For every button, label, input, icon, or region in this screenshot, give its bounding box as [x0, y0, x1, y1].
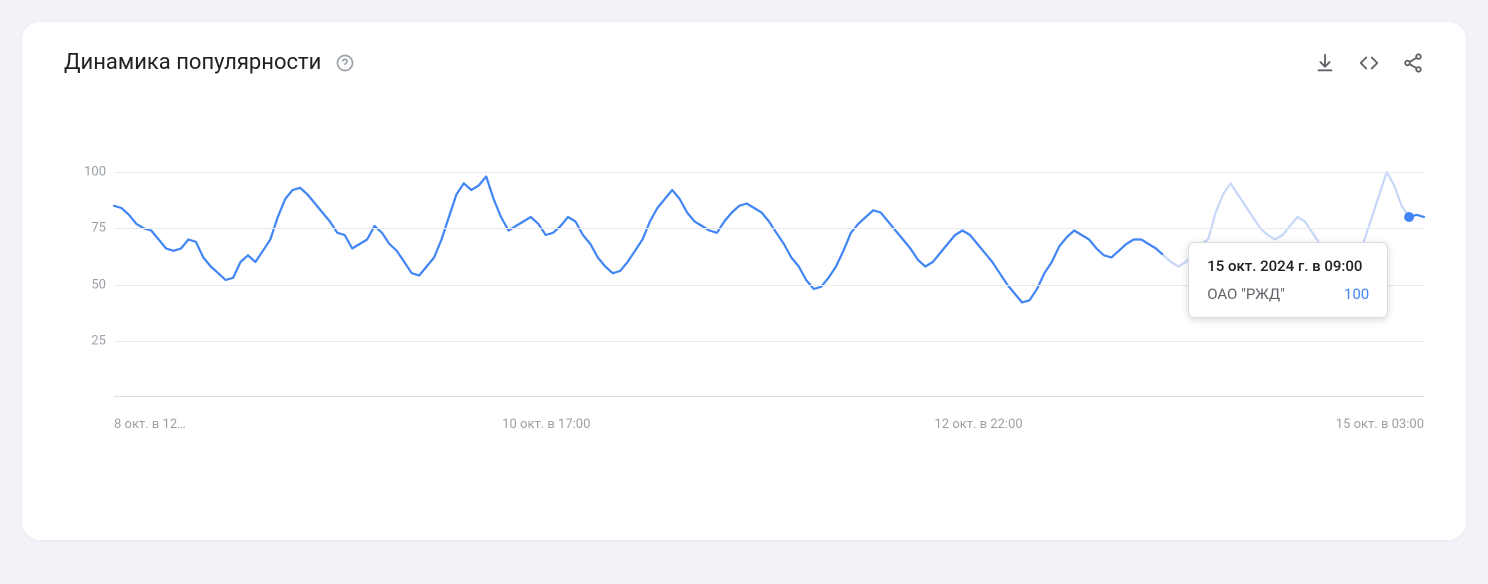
tooltip-value: 100 [1344, 285, 1369, 303]
x-tick-label: 10 окт. в 17:00 [502, 417, 590, 432]
embed-icon[interactable] [1358, 52, 1380, 74]
gridline [114, 172, 1424, 173]
chart-baseline [114, 396, 1424, 397]
x-tick-label: 8 окт. в 12… [114, 417, 186, 432]
card-header: Динамика популярности [64, 50, 1424, 75]
chart-area: 25 50 75 100 8 окт. в 12… 10 окт. в 17:00 12 … [64, 172, 1424, 472]
gridline [114, 341, 1424, 342]
chart-tooltip: 15 окт. 2024 г. в 09:00 ОАО "РЖД" 100 [1188, 242, 1388, 318]
x-tick-label: 15 окт. в 03:00 [1336, 417, 1424, 432]
tooltip-title: 15 окт. 2024 г. в 09:00 [1207, 257, 1369, 275]
tooltip-row: ОАО "РЖД" 100 [1207, 285, 1369, 303]
share-icon[interactable] [1402, 52, 1424, 74]
y-tick-label: 100 [64, 165, 112, 180]
y-axis: 255075100 [64, 172, 112, 397]
action-icons [1314, 52, 1424, 74]
y-tick-label: 50 [64, 277, 112, 292]
help-icon[interactable] [335, 53, 355, 73]
trends-card: Динамика популярности [22, 22, 1466, 540]
y-tick-label: 75 [64, 221, 112, 236]
gridline [114, 228, 1424, 229]
y-tick-label: 25 [64, 333, 112, 348]
card-title: Динамика популярности [64, 50, 321, 75]
x-axis: 8 окт. в 12… 10 окт. в 17:00 12 окт. в 22:… [114, 417, 1424, 437]
x-tick-label: 12 окт. в 22:00 [934, 417, 1022, 432]
tooltip-series-label: ОАО "РЖД" [1207, 285, 1285, 303]
download-icon[interactable] [1314, 52, 1336, 74]
